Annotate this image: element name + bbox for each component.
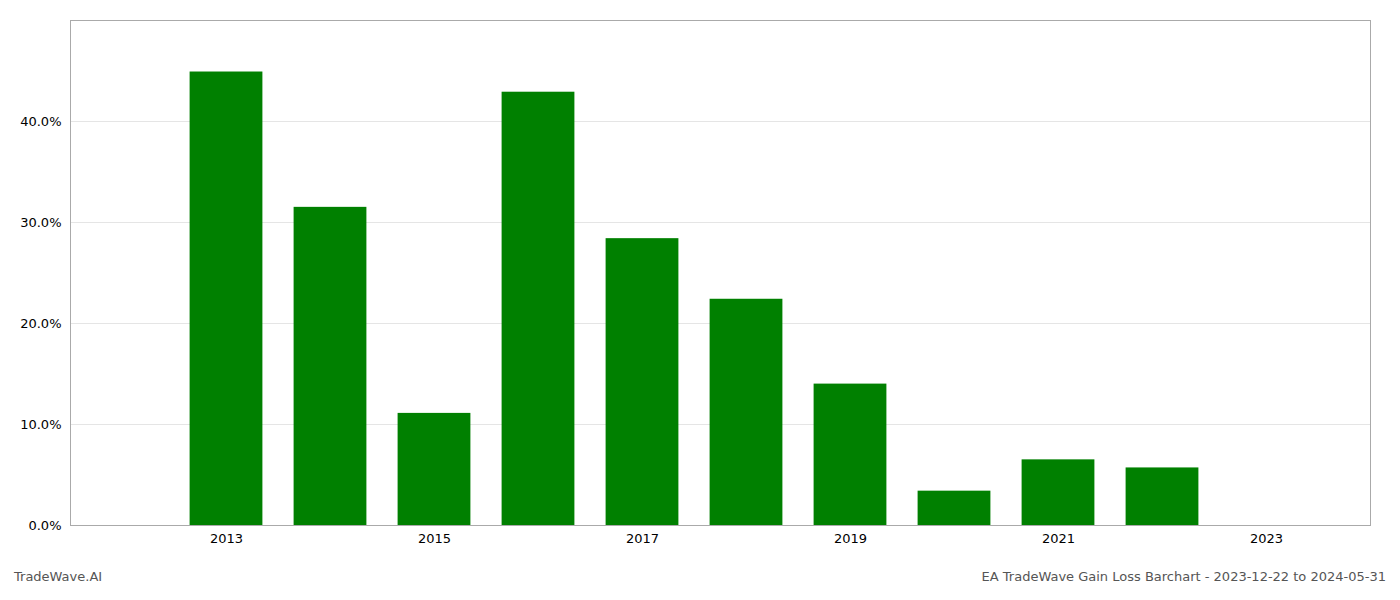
svg-text:10.0%: 10.0% [20,417,61,432]
svg-text:30.0%: 30.0% [20,215,61,230]
svg-text:2015: 2015 [418,531,451,546]
svg-text:2019: 2019 [834,531,867,546]
svg-text:40.0%: 40.0% [20,114,61,129]
svg-text:2013: 2013 [210,531,243,546]
svg-text:0.0%: 0.0% [28,518,61,533]
html-text:TradeWave.AI: TradeWave.AI [14,569,103,584]
svg-text:2017: 2017 [626,531,659,546]
svg-text:2021: 2021 [1042,531,1075,546]
svg-text:2023: 2023 [1250,531,1283,546]
svg-text:20.0%: 20.0% [20,316,61,331]
html-text:EA TradeWave Gain Loss Barchar: EA TradeWave Gain Loss Barchart - 2023-1… [981,569,1386,584]
